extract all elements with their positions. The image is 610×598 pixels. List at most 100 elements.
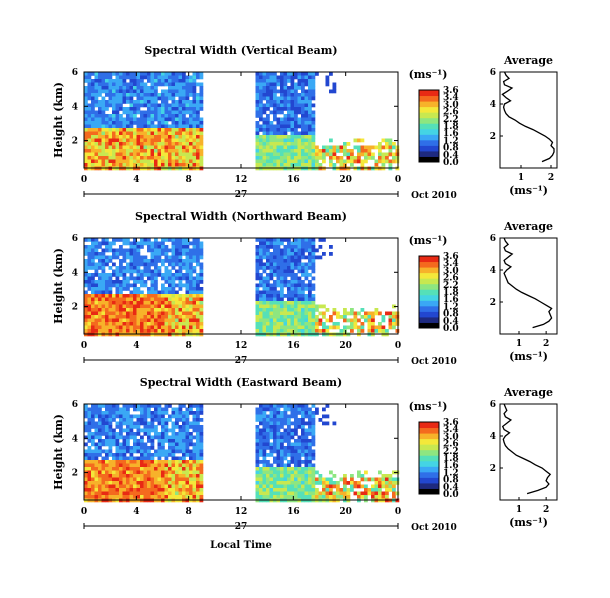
colorbar-swatch <box>419 283 439 290</box>
x-tick-label: 16 <box>287 507 300 517</box>
x-tick-label: 0 <box>395 175 401 185</box>
y-tick-label: 2 <box>72 469 78 479</box>
colorbar-tick-label: 0.0 <box>443 158 459 168</box>
colorbar-tick-label: 1.8 <box>443 122 459 132</box>
profile-x-label: (ms⁻¹) <box>509 184 548 197</box>
colorbar-swatch <box>419 305 439 312</box>
colorbar-unit: (ms⁻¹) <box>409 400 448 413</box>
colorbar-frame <box>418 255 440 329</box>
colorbar-swatch <box>419 460 439 467</box>
colorbar-swatch <box>419 455 439 462</box>
profile-x-label: (ms⁻¹) <box>509 516 548 529</box>
x-tick-label: 4 <box>133 175 139 185</box>
colorbar-swatch <box>419 433 439 440</box>
colorbar-swatch <box>419 106 439 113</box>
day-label: 27 <box>235 522 248 532</box>
x-tick-label: 12 <box>235 507 248 517</box>
y-tick-label: 4 <box>72 434 78 444</box>
colorbar-swatch <box>419 466 439 473</box>
y-tick-label: 2 <box>72 303 78 313</box>
y-tick-label: 6 <box>72 68 78 78</box>
colorbar-tick-label: 3.0 <box>443 432 459 442</box>
colorbar-swatch <box>419 444 439 451</box>
profile-x-tick-label: 2 <box>543 339 549 349</box>
y-axis-label: Height (km) <box>52 82 65 158</box>
profile-title: Average <box>503 386 553 399</box>
colorbar-tick-label: 1.8 <box>443 454 459 464</box>
colorbar-swatch <box>419 267 439 274</box>
colorbar-tick-label: 3.6 <box>443 252 459 262</box>
colorbar-tick-label: 1.6 <box>443 295 459 305</box>
colorbar-tick-label: 0.0 <box>443 490 459 500</box>
colorbar-swatch <box>419 145 439 152</box>
profile-title: Average <box>503 54 553 67</box>
x-tick-label: 0 <box>395 341 401 351</box>
colorbar-tick-label: 0.8 <box>443 310 459 320</box>
colorbar-tick-label: 1.6 <box>443 461 459 471</box>
colorbar-swatch <box>419 438 439 445</box>
x-tick-label: 8 <box>186 341 192 351</box>
y-tick-label: 2 <box>72 137 78 147</box>
profile-frame <box>499 237 558 335</box>
colorbar-unit: (ms⁻¹) <box>409 234 448 247</box>
date-label: Oct 2010 <box>411 523 457 533</box>
y-tick-label: 4 <box>72 268 78 278</box>
colorbar-swatch <box>419 316 439 323</box>
profile-x-tick-label: 2 <box>543 505 549 515</box>
x-tick-label: 8 <box>186 175 192 185</box>
colorbar-swatch <box>419 123 439 130</box>
profile-title: Average <box>503 220 553 233</box>
colorbar-swatch <box>419 300 439 307</box>
y-tick-label: 6 <box>72 234 78 244</box>
colorbar-swatch <box>419 311 439 318</box>
panel-3: Spectral Width (Eastward Beam) Height (km… <box>52 376 558 533</box>
heatmap-cells <box>84 404 400 503</box>
profile-x-tick-label: 1 <box>516 505 522 515</box>
profile-y-tick-label: 6 <box>490 400 496 410</box>
heatmap-cells <box>84 72 400 171</box>
colorbar-tick-label: 0.4 <box>443 317 459 327</box>
day-label: 27 <box>235 356 248 366</box>
panel-title: Spectral Width (Eastward Beam) <box>140 376 342 389</box>
x-tick-label: 20 <box>339 507 352 517</box>
profile-frame <box>499 403 558 501</box>
colorbar-swatch <box>419 289 439 296</box>
colorbar-swatch <box>419 477 439 484</box>
profile-line <box>501 403 552 495</box>
colorbar-tick-label: 1.6 <box>443 129 459 139</box>
colorbar-swatch <box>419 261 439 268</box>
colorbar-tick-label: 2.6 <box>443 108 459 118</box>
y-axis-label: Height (km) <box>52 248 65 324</box>
colorbar-tick-label: 2.2 <box>443 115 459 125</box>
colorbar-swatch <box>419 156 439 163</box>
x-tick-label: 12 <box>235 341 248 351</box>
colorbar-swatch <box>419 117 439 124</box>
y-axis-label: Height (km) <box>52 414 65 490</box>
profile-line <box>503 237 553 329</box>
x-tick-label: 20 <box>339 341 352 351</box>
colorbar-swatch <box>419 294 439 301</box>
colorbar-swatch <box>419 150 439 157</box>
colorbar-unit: (ms⁻¹) <box>409 68 448 81</box>
colorbar-swatch <box>419 101 439 108</box>
x-tick-label: 16 <box>287 175 300 185</box>
colorbar-swatch <box>419 90 439 97</box>
colorbar-tick-label: 1.2 <box>443 302 459 312</box>
profile-y-tick-label: 6 <box>490 68 496 78</box>
panel-2: Spectral Width (Northward Beam) Height (k… <box>52 210 558 367</box>
x-tick-label: 16 <box>287 341 300 351</box>
colorbar-swatch <box>419 278 439 285</box>
x-tick-label: 8 <box>186 507 192 517</box>
x-tick-label: 0 <box>395 507 401 517</box>
colorbar-swatch <box>419 128 439 135</box>
heatmap-cells <box>84 238 400 337</box>
colorbar-swatch <box>419 322 439 329</box>
panel-title: Spectral Width (Vertical Beam) <box>144 44 337 57</box>
colorbar-tick-label: 3.6 <box>443 418 459 428</box>
colorbar-tick-label: 0.4 <box>443 483 459 493</box>
profile-x-tick-label: 2 <box>548 173 554 183</box>
colorbar-tick-label: 1.2 <box>443 468 459 478</box>
colorbar-tick-label: 1.2 <box>443 136 459 146</box>
x-tick-label: 0 <box>81 341 87 351</box>
colorbar-swatch <box>419 482 439 489</box>
